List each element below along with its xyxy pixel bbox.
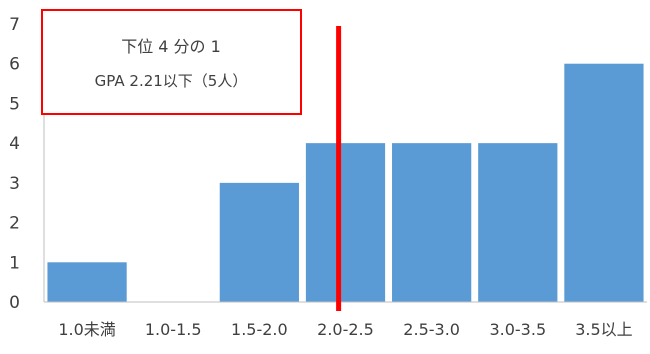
bar-0	[47, 262, 127, 302]
y-tick-label-5: 5	[9, 94, 20, 114]
y-tick-label-3: 3	[9, 174, 20, 194]
y-tick-label-4: 4	[9, 134, 20, 154]
y-tick-labels: 0 1 2 3 4 5 6 7	[9, 15, 20, 313]
bar-4	[392, 143, 472, 302]
y-tick-label-6: 6	[9, 55, 20, 75]
x-tick-label-6: 3.5以上	[575, 320, 632, 339]
annotation-box: 下位 4 分の 1 GPA 2.21以下（5人）	[41, 9, 302, 115]
annotation-line2: GPA 2.21以下（5人）	[95, 72, 248, 90]
bar-5	[478, 143, 558, 302]
y-tick-label-1: 1	[9, 253, 20, 273]
y-tick-label-0: 0	[9, 293, 20, 313]
y-tick-label-2: 2	[9, 214, 20, 234]
y-tick-label-7: 7	[9, 15, 20, 35]
x-tick-label-0: 1.0未満	[58, 320, 115, 339]
x-tick-label-5: 3.0-3.5	[489, 320, 546, 339]
x-tick-label-2: 1.5-2.0	[231, 320, 288, 339]
x-tick-label-3: 2.0-2.5	[317, 320, 374, 339]
annotation-line1: 下位 4 分の 1	[121, 37, 221, 56]
bar-3	[305, 143, 386, 302]
bar-6	[564, 63, 644, 303]
x-tick-label-4: 2.5-3.0	[403, 320, 460, 339]
x-tick-labels: 1.0未満 1.0-1.5 1.5-2.0 2.0-2.5 2.5-3.0 3.0-3.5…	[58, 320, 632, 339]
bar-2	[219, 182, 299, 302]
x-tick-label-1: 1.0-1.5	[145, 320, 202, 339]
annotation-border	[41, 9, 302, 115]
bars-layer	[47, 63, 644, 303]
